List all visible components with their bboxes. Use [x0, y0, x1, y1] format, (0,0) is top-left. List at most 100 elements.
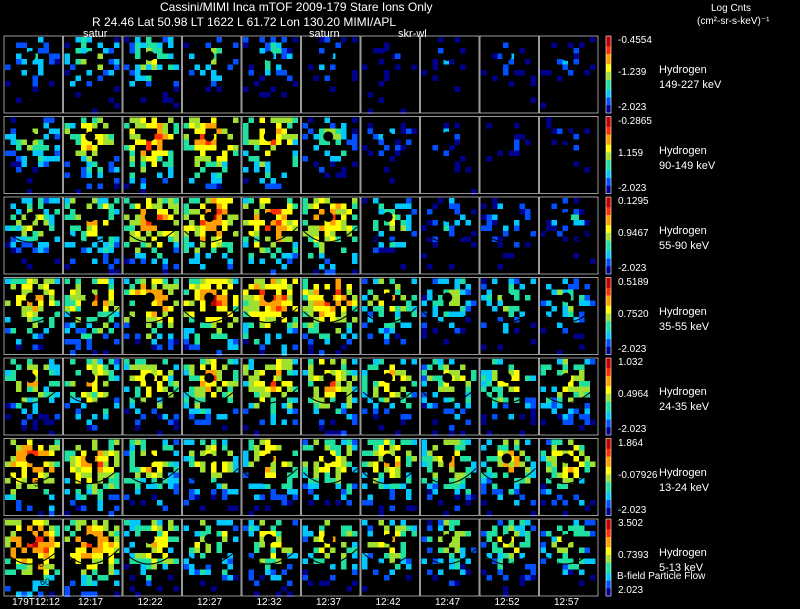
heatmap-panel: [3, 518, 63, 597]
planet-marker: [501, 292, 512, 303]
colorbar-segment: [606, 560, 611, 564]
colorbar-segment: [606, 502, 611, 506]
panel-frame: [301, 357, 361, 436]
colorbar-segment: [606, 102, 611, 106]
colorbar-segment: [606, 401, 611, 405]
panel-frame: [3, 357, 63, 436]
panel-frame: [420, 438, 480, 516]
heatmap-panel: [479, 518, 539, 597]
planet-marker: [323, 131, 334, 142]
energy-label: 13-24 keV: [659, 481, 710, 494]
colorbar-units: (cm²-sr-s-keV)⁻¹: [697, 16, 770, 27]
panel-frame: [420, 357, 480, 436]
colorbar-segment: [606, 544, 611, 548]
colorbar-frame: [605, 196, 612, 275]
colorbar-mid-label: -0.07926: [618, 469, 658, 481]
planet-marker: [382, 292, 393, 303]
heatmap-panel: [479, 438, 539, 517]
colorbar-segment: [606, 363, 611, 367]
planet-marker: [85, 453, 96, 464]
planet-marker: [323, 292, 334, 303]
colorbar-segment: [606, 277, 611, 281]
colorbar-max-label: 1.032: [618, 357, 644, 368]
colorbar-frame: [605, 438, 612, 516]
colorbar-frame: [605, 518, 612, 597]
colorbar-segment: [606, 129, 611, 133]
planet-marker: [204, 453, 215, 464]
colorbar-segment: [606, 185, 611, 189]
contour-label: 60: [40, 497, 50, 507]
colorbar-segment: [606, 487, 611, 491]
panel-frame: [122, 438, 182, 516]
heatmap-panel: [122, 518, 182, 597]
heatmap-panel: [479, 277, 539, 355]
colorbar-segment: [606, 46, 611, 50]
colorbar-segment: [606, 427, 611, 431]
heatmap-panel: [3, 277, 63, 355]
heatmap-panel: [241, 357, 301, 436]
planet-marker: [263, 212, 274, 222]
panel-frame: [122, 196, 182, 275]
colorbar-segment: [606, 388, 611, 392]
planet-marker: [25, 373, 36, 383]
planet-marker: [442, 373, 453, 383]
contour-line: [541, 548, 596, 565]
colorbar-segment: [606, 137, 611, 141]
planet-marker: [561, 373, 572, 383]
heatmap-panel: [182, 438, 242, 516]
planet-marker: [323, 212, 334, 222]
contour-line: [124, 307, 179, 324]
colorbar-segment: [606, 82, 611, 86]
colorbar-mid-label: -1.239: [618, 67, 647, 78]
colorbar-segment: [606, 590, 611, 595]
colorbar-segment: [606, 456, 611, 460]
species-label: Hydrogen: [659, 225, 707, 237]
panel-frame: [360, 438, 420, 516]
heatmap-panel: [301, 438, 361, 516]
colorbar-segment: [606, 197, 611, 201]
colorbar-segment: [606, 370, 611, 374]
contour-line: [184, 226, 239, 243]
contour-line: [422, 226, 477, 243]
colorbar-segment: [606, 411, 611, 416]
colorbar-segment: [606, 139, 611, 143]
heatmap-panel: [3, 116, 63, 195]
colorbar-segment: [606, 494, 611, 499]
colorbar-segment: [606, 497, 611, 501]
colorbar-segment: [606, 64, 611, 68]
colorbar-segment: [606, 285, 611, 289]
colorbar-segment: [606, 202, 611, 206]
colorbar-segment: [606, 313, 611, 317]
colorbar-segment: [606, 305, 611, 309]
planet-marker: [144, 131, 155, 142]
colorbar-max-label: -0.4554: [618, 35, 652, 46]
energy-label: 24-35 keV: [659, 401, 710, 413]
planet-marker: [263, 292, 274, 303]
colorbar-segment: [606, 383, 611, 387]
colorbar-segment: [606, 375, 611, 380]
heatmap-panel: [360, 116, 420, 194]
heatmap-panel: [479, 357, 539, 436]
heatmap-panel: [360, 438, 420, 517]
heatmap-panel: [539, 196, 599, 275]
panel-frame: [420, 277, 480, 355]
panel-frame: [3, 277, 63, 355]
colorbar-mid-label: 0.9467: [618, 228, 649, 239]
colorbar-segment: [606, 492, 611, 496]
colorbar-segment: [606, 386, 611, 390]
heatmap-panel: [539, 116, 599, 194]
colorbar-min-label: -2.023: [618, 343, 647, 355]
planet-marker: [382, 51, 393, 61]
colorbar-segment: [606, 409, 611, 413]
colorbar-segment: [606, 225, 611, 229]
heatmap-panel: [539, 277, 599, 356]
colorbar-segment: [606, 510, 611, 514]
planet-marker: [25, 292, 36, 303]
contour-line: [422, 468, 477, 485]
colorbar-max-label: 3.502: [618, 518, 644, 529]
colorbar-segment: [606, 585, 611, 589]
panel-frame: [241, 357, 301, 436]
colorbar-segment: [606, 131, 611, 136]
planet-marker: [25, 131, 36, 142]
